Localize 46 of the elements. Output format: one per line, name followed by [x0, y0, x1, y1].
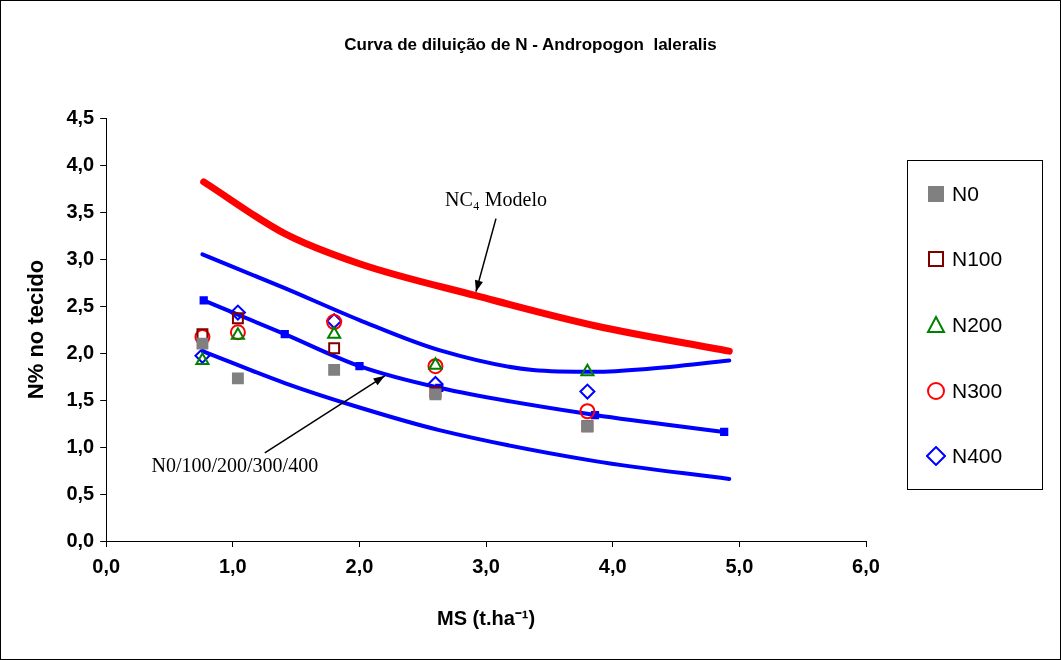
point [229, 304, 246, 321]
annotation: NC₄ Modelo [444, 187, 547, 210]
y-tick-label: 4,5 [66, 105, 95, 128]
legend-label: N200 [952, 312, 1003, 337]
y-tick-label: 2,0 [66, 340, 95, 363]
point [579, 383, 596, 400]
point [720, 427, 729, 437]
chart-title: Curva de diluição de N - Andropogon laleralis [344, 34, 717, 54]
y-tick-label: 3,5 [66, 199, 95, 222]
point [196, 328, 209, 341]
y-tick-label: 2,5 [66, 293, 95, 316]
point [327, 326, 342, 339]
y-tick-label: 1,5 [66, 387, 95, 410]
point [328, 342, 341, 355]
point [195, 352, 210, 366]
x-tick-label: 3,0 [472, 554, 501, 577]
point [280, 330, 289, 339]
point [199, 296, 208, 305]
y-tick-label: 0,5 [66, 481, 95, 504]
point [428, 357, 443, 370]
point [231, 312, 244, 325]
x-tick-label: 1,0 [218, 554, 247, 577]
x-axis-title: MS (t.ha⁻¹) [437, 606, 536, 629]
legend-label: N100 [952, 247, 1003, 272]
point [328, 363, 341, 376]
legend-label: N0 [952, 181, 979, 206]
x-tick-label: 2,0 [345, 554, 374, 577]
point [580, 363, 595, 377]
x-tick-label: 5,0 [725, 554, 754, 577]
point [231, 372, 244, 385]
y-axis-title: N% no tecido [23, 259, 49, 400]
point [579, 403, 596, 420]
y-tick-label: 4,0 [66, 152, 95, 175]
y-tick-label: 0,0 [66, 528, 95, 551]
legend-label: N400 [952, 444, 1003, 469]
point [196, 337, 209, 350]
point [427, 358, 444, 375]
y-tick-label: 1,0 [66, 434, 95, 457]
x-tick-label: 4,0 [598, 554, 627, 577]
point [194, 347, 211, 364]
legend-label: N300 [952, 378, 1003, 403]
annotation: N0/100/200/300/400 [151, 454, 319, 477]
point [355, 362, 364, 371]
x-tick-label: 6,0 [852, 554, 880, 577]
x-tick-label: 0,0 [92, 554, 121, 577]
y-tick-label: 3,0 [66, 246, 95, 269]
